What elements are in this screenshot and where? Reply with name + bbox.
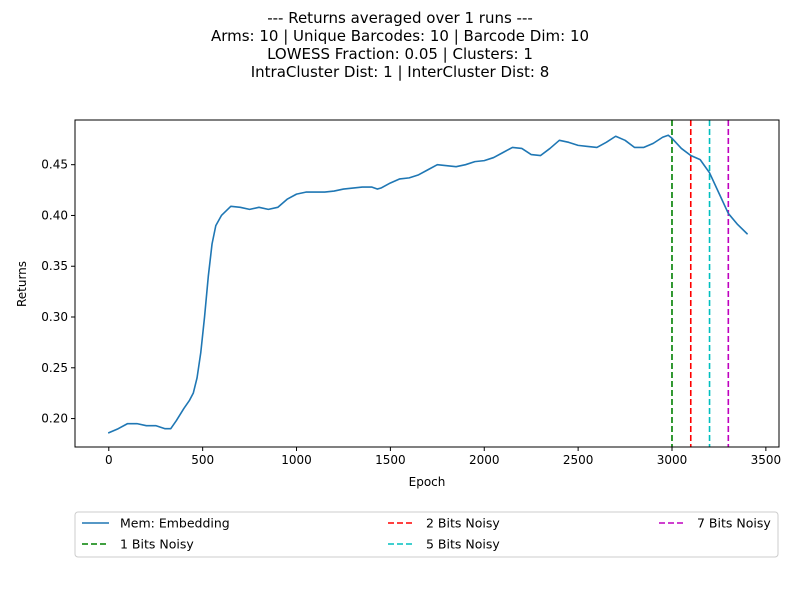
x-axis-label: Epoch <box>409 475 446 489</box>
x-tick-label-3: 1500 <box>375 453 406 467</box>
series-line-0 <box>107 134 748 434</box>
legend-label-4: 7 Bits Noisy <box>697 516 771 531</box>
title-line-2: Arms: 10 | Unique Barcodes: 10 | Barcode… <box>211 27 589 45</box>
legend-label-3: 5 Bits Noisy <box>426 537 500 552</box>
legend-label-0: Mem: Embedding <box>120 516 230 531</box>
y-tick-label-1: 0.25 <box>41 361 68 375</box>
x-tick-label-1: 500 <box>191 453 214 467</box>
plot-area <box>74 119 780 448</box>
y-tick-label-4: 0.40 <box>41 208 68 222</box>
title-line-3: LOWESS Fraction: 0.05 | Clusters: 1 <box>267 45 533 63</box>
legend-box <box>74 511 779 558</box>
chart-title: --- Returns averaged over 1 runs --- Arm… <box>211 9 589 81</box>
y-tick-label-0: 0.20 <box>41 412 68 426</box>
x-tick-label-4: 2000 <box>469 453 500 467</box>
title-line-1: --- Returns averaged over 1 runs --- <box>267 9 533 27</box>
series-lines <box>107 134 748 434</box>
y-axis-ticks: 0.20 0.25 0.30 0.35 0.40 0.45 <box>41 158 75 426</box>
x-axis-ticks: 0 500 1000 1500 2000 2500 3000 3500 <box>105 447 781 467</box>
vertical-lines <box>671 120 730 447</box>
x-tick-label-7: 3500 <box>751 453 782 467</box>
legend-label-2: 2 Bits Noisy <box>426 516 500 531</box>
y-axis-label: Returns <box>15 261 29 307</box>
y-tick-label-3: 0.35 <box>41 259 68 273</box>
legend-items: Mem: Embedding 1 Bits Noisy 2 Bits Noisy 5 … <box>82 516 771 552</box>
legend: Mem: Embedding 1 Bits Noisy 2 Bits Noisy 5 … <box>74 511 779 558</box>
y-tick-label-2: 0.30 <box>41 310 68 324</box>
y-tick-label-5: 0.45 <box>41 158 68 172</box>
legend-label-1: 1 Bits Noisy <box>120 537 194 552</box>
title-line-4: IntraCluster Dist: 1 | InterCluster Dist… <box>251 63 550 81</box>
plot-frame <box>74 119 780 448</box>
x-tick-label-5: 2500 <box>563 453 594 467</box>
x-tick-label-2: 1000 <box>281 453 312 467</box>
x-tick-label-6: 3000 <box>657 453 688 467</box>
x-tick-label-0: 0 <box>105 453 113 467</box>
